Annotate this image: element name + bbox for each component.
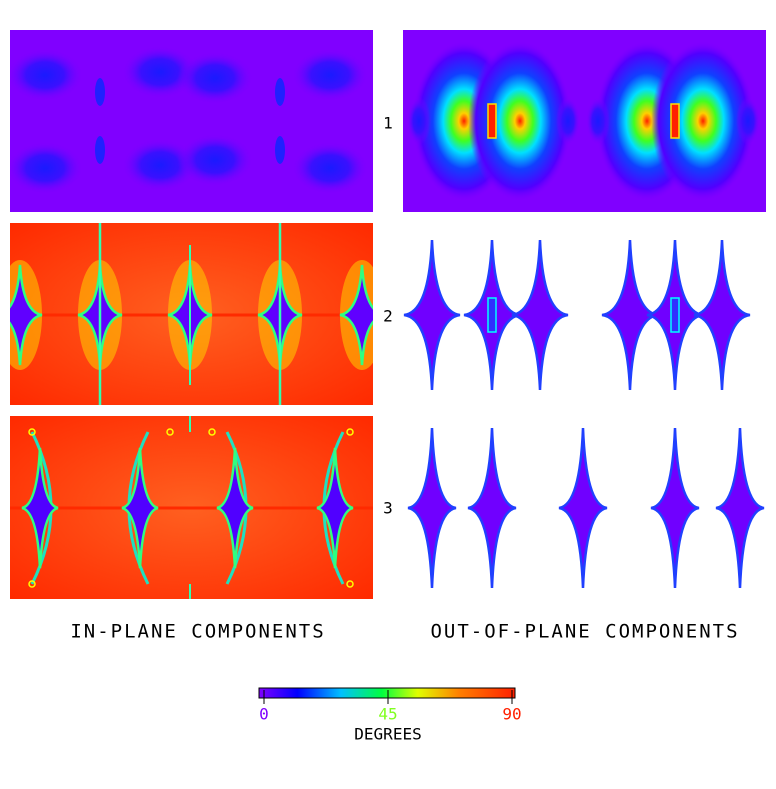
low-region <box>95 136 105 164</box>
peak <box>487 297 497 333</box>
marker <box>28 580 36 588</box>
node-star <box>216 447 254 569</box>
node-star <box>403 239 461 391</box>
node-star <box>511 239 569 391</box>
node-star <box>121 447 159 569</box>
low-region <box>556 97 580 145</box>
low-region <box>10 142 83 194</box>
marker <box>208 428 216 436</box>
low-region <box>586 97 610 145</box>
colorbar-tick-label: 0 <box>259 705 269 724</box>
node-star <box>316 447 354 569</box>
peak <box>487 103 497 139</box>
marker <box>346 428 354 436</box>
marker <box>28 428 36 436</box>
colorbar <box>258 687 516 699</box>
column-label: OUT-OF-PLANE COMPONENTS <box>430 621 739 643</box>
row-label: 1 <box>383 114 393 133</box>
field-map <box>10 223 373 405</box>
node-star <box>693 239 751 391</box>
peak <box>670 297 680 333</box>
colorbar-label: DEGREES <box>354 725 421 744</box>
marker <box>166 428 174 436</box>
column-label: IN-PLANE COMPONENTS <box>70 621 325 643</box>
node-star <box>558 427 608 589</box>
node-star <box>650 427 700 589</box>
field-map <box>403 30 766 212</box>
low-region <box>95 78 105 106</box>
field-map <box>407 427 765 589</box>
marker <box>346 580 354 588</box>
field-map <box>10 30 373 212</box>
low-region <box>292 142 368 194</box>
lobe <box>468 41 572 201</box>
field-map <box>403 239 751 391</box>
node-star <box>407 427 457 589</box>
node-star <box>467 427 517 589</box>
row-label: 3 <box>383 499 393 518</box>
node-star <box>21 447 59 569</box>
low-region <box>177 134 253 186</box>
low-region <box>10 49 83 101</box>
row-label: 2 <box>383 307 393 326</box>
low-region <box>177 52 253 104</box>
colorbar-ticks: 0 45 90 <box>259 690 522 724</box>
peak <box>670 103 680 139</box>
low-region <box>275 78 285 106</box>
low-region <box>292 49 368 101</box>
low-region <box>407 97 431 145</box>
colorbar-tick-label: 90 <box>502 705 521 724</box>
node-star <box>715 427 765 589</box>
lobe <box>651 41 755 201</box>
colorbar-tick-label: 45 <box>378 705 397 724</box>
node-star <box>339 264 373 366</box>
panels <box>10 30 766 599</box>
node-star <box>10 264 43 366</box>
field-map <box>10 416 373 599</box>
low-region <box>736 97 760 145</box>
low-region <box>275 136 285 164</box>
